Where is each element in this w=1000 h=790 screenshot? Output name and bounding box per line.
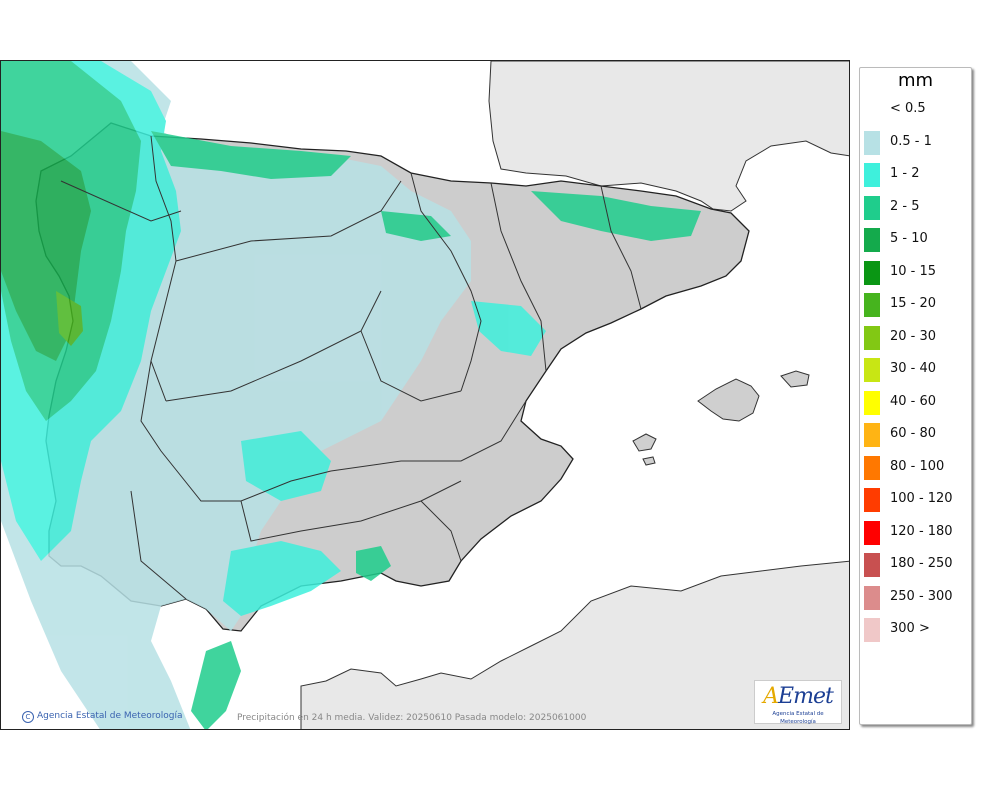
legend-item: < 0.5 [864,98,968,122]
precip-strait-area [191,641,241,729]
legend-label: 10 - 15 [890,263,937,279]
legend-item: 80 - 100 [864,455,968,480]
mallorca-island [697,378,760,422]
menorca-island [780,370,810,388]
legend-swatch [864,228,880,252]
precip-basque-area [381,211,451,241]
legend-item: 5 - 10 [864,228,968,252]
legend-label: < 0.5 [890,101,926,116]
legend-swatch [864,358,880,382]
ibiza-island [632,433,657,452]
legend-item: 1 - 2 [864,163,968,187]
aemet-logo-mark: AEmet [763,684,834,709]
legend-label: 120 - 180 [890,523,953,539]
precip-andalucia-area [223,541,341,616]
legend-swatch [864,520,880,545]
formentera-island [642,456,656,466]
region-boundaries [60,135,642,600]
legend-swatch [864,325,880,350]
map-svg [1,61,849,729]
precipitation-overlay [1,61,701,729]
precip-mancha-area [241,431,331,501]
legend-swatch [864,423,880,447]
precip-10-15-area [56,291,83,346]
legend-swatch [864,130,880,155]
legend-swatch [864,390,880,415]
legend-swatch [864,195,880,220]
legend-item: 30 - 40 [864,358,968,382]
legend-label: 20 - 30 [890,328,937,344]
legend-item: 0.5 - 1 [864,130,968,155]
precip-cantabria-area [151,131,351,179]
legend-swatch [864,618,880,642]
precip-granada-area [356,546,391,581]
legend-label: 250 - 300 [890,588,953,604]
precipitation-legend: mm < 0.5 0.5 - 1 1 - 2 2 - 5 5 - 10 10 - 15 15… [859,67,972,725]
legend-unit: mm [897,70,934,91]
credit-text: C Agencia Estatal de Meteorología [22,711,183,723]
legend-item: 15 - 20 [864,293,968,317]
precipitation-map [0,60,850,730]
legend-swatch [864,260,880,285]
legend-label: 1 - 2 [890,166,920,181]
legend-item: 60 - 80 [864,423,968,447]
legend-label: 80 - 100 [890,458,945,474]
legend-item: 120 - 180 [864,520,968,545]
legend-label: 0.5 - 1 [890,133,932,149]
legend-item: 20 - 30 [864,325,968,350]
legend-label: 60 - 80 [890,426,937,441]
legend-label: 100 - 120 [890,491,953,506]
legend-swatch [864,553,880,577]
legend-item: 2 - 5 [864,195,968,220]
legend-label: 30 - 40 [890,361,937,376]
legend-label: 5 - 10 [890,231,928,246]
legend-label: 15 - 20 [890,296,937,311]
legend-item: 300 > [864,618,968,642]
precip-pyrenees-area [531,191,701,241]
legend-item: 180 - 250 [864,553,968,577]
credit-label: Agencia Estatal de Meteorología [37,711,183,721]
legend-item: 250 - 300 [864,585,968,610]
legend-swatch [864,293,880,317]
legend-label: 40 - 60 [890,393,937,409]
legend-swatch [864,98,880,122]
aemet-logo-subtitle: Agencia Estatal de Meteorología [772,711,824,725]
legend-item: 10 - 15 [864,260,968,285]
legend-swatch [864,455,880,480]
legend-item: 40 - 60 [864,390,968,415]
legend-swatch [864,488,880,512]
legend-label: 180 - 250 [890,556,953,571]
legend-swatch [864,585,880,610]
map-caption: Precipitación en 24 h media. Validez: 20… [237,713,587,723]
copyright-icon: C [22,711,34,723]
legend-label: 300 > [890,621,930,636]
aemet-logo: AEmet Agencia Estatal de Meteorología [754,680,842,725]
africa-landmass [300,560,849,729]
legend-label: 2 - 5 [890,198,920,214]
legend-swatch [864,163,880,187]
legend-item: 100 - 120 [864,488,968,512]
precip-iberico-area [471,301,546,356]
